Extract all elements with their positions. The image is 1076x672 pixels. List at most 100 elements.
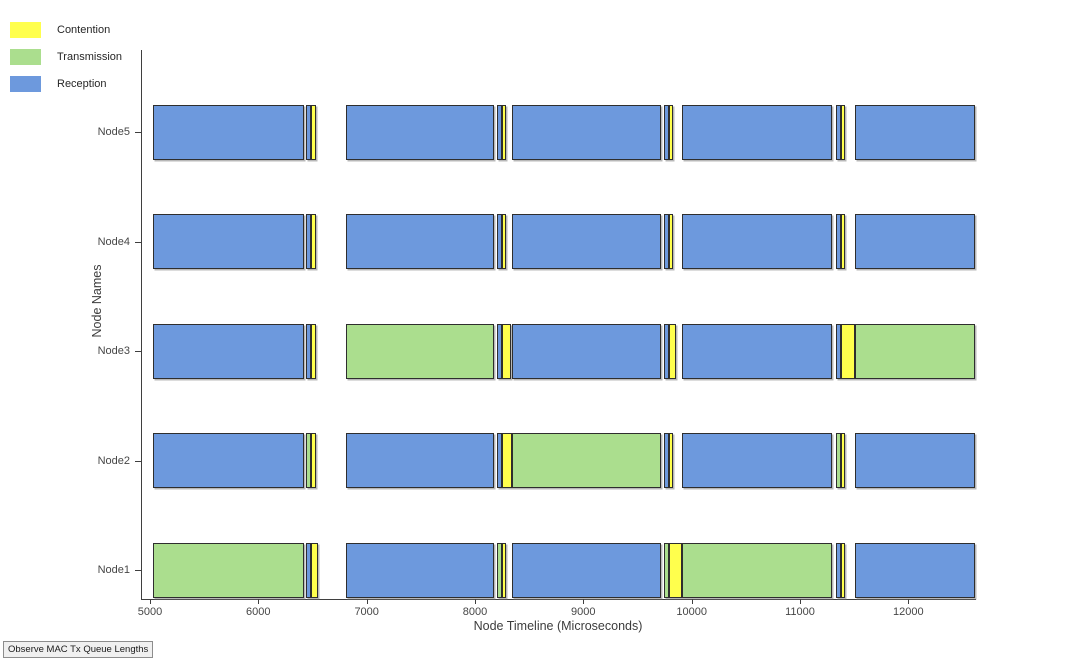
contention-bar [311, 542, 318, 598]
contention-bar [668, 542, 682, 598]
contention-bar [311, 104, 317, 160]
reception-bar [153, 214, 304, 269]
reception-bar [306, 323, 312, 379]
reception-bar [681, 214, 833, 269]
reception-bar [345, 433, 494, 488]
x-tick [150, 599, 151, 604]
contention-bar [311, 433, 317, 488]
contention-bar [311, 323, 317, 379]
contention-bar [502, 433, 512, 488]
reception-bar [835, 104, 842, 160]
x-tick [583, 599, 585, 604]
transmission-bar [855, 323, 975, 379]
reception-bar [855, 542, 975, 598]
contention-bar [311, 214, 317, 269]
y-tick-label: Node3 [97, 345, 130, 357]
contention-bar [841, 214, 845, 269]
reception-bar [306, 214, 312, 269]
legend-label-contention: Contention [57, 24, 111, 36]
reception-bar [511, 323, 662, 379]
reception-bar [345, 214, 494, 269]
y-tick [135, 570, 141, 571]
reception-bar [496, 214, 503, 269]
reception-bar [835, 323, 842, 379]
reception-bar [663, 433, 669, 488]
contention-bar [502, 323, 512, 379]
x-tick-label: 12000 [893, 606, 924, 618]
plot-area [141, 50, 976, 600]
y-tick-label: Node4 [97, 235, 130, 248]
reception-bar [496, 433, 503, 488]
contention-bar [668, 433, 674, 488]
x-tick [475, 599, 476, 604]
y-tick [135, 351, 141, 352]
legend-item-reception: Reception [10, 76, 122, 92]
reception-bar [855, 214, 975, 269]
x-tick [691, 599, 693, 604]
y-axis-label: Node Names [90, 264, 104, 338]
legend-label-reception: Reception [57, 78, 107, 90]
reception-bar [681, 104, 833, 160]
contention-bar [841, 104, 845, 160]
reception-bar [855, 433, 975, 488]
x-tick-label: 8000 [462, 606, 488, 618]
legend-item-transmission: Transmission [10, 49, 122, 65]
transmission-bar [835, 433, 842, 488]
transmission-bar [681, 542, 833, 598]
transmission-bar [663, 542, 669, 598]
transmission-swatch [10, 49, 41, 65]
x-tick [258, 599, 260, 604]
y-tick [135, 132, 141, 133]
reception-bar [511, 104, 662, 160]
reception-bar [496, 323, 503, 379]
contention-bar [502, 542, 506, 598]
reception-bar [835, 214, 842, 269]
reception-bar [306, 542, 312, 598]
contention-bar [841, 323, 856, 379]
contention-bar [841, 433, 845, 488]
contention-bar [668, 323, 676, 379]
contention-bar [502, 214, 506, 269]
x-tick-label: 11000 [785, 606, 815, 618]
observe-mac-tx-queue-lengths-button[interactable]: Observe MAC Tx Queue Lengths [3, 641, 154, 658]
transmission-bar [345, 323, 494, 379]
x-tick-label: 7000 [354, 606, 379, 618]
x-axis-label: Node Timeline (Microseconds) [473, 619, 643, 633]
transmission-bar [153, 542, 304, 598]
x-tick [908, 599, 910, 604]
reception-bar [663, 323, 669, 379]
contention-swatch [10, 22, 41, 38]
x-tick-label: 10000 [676, 606, 707, 618]
legend-item-contention: Contention [10, 22, 122, 38]
reception-bar [345, 104, 494, 160]
reception-bar [153, 433, 304, 488]
reception-bar [511, 542, 662, 598]
x-tick [366, 599, 368, 604]
transmission-bar [511, 433, 662, 488]
contention-bar [841, 542, 845, 598]
reception-bar [855, 104, 975, 160]
reception-bar [345, 542, 494, 598]
legend: Contention Transmission Reception [10, 22, 122, 103]
transmission-bar [306, 433, 312, 488]
reception-swatch [10, 76, 41, 92]
reception-bar [663, 214, 669, 269]
x-tick [800, 599, 801, 604]
reception-bar [663, 104, 669, 160]
legend-label-transmission: Transmission [57, 51, 122, 63]
y-tick [135, 241, 141, 243]
x-tick-label: 9000 [571, 606, 596, 618]
reception-bar [835, 542, 842, 598]
reception-bar [681, 323, 833, 379]
reception-bar [496, 104, 503, 160]
x-tick-label: 6000 [246, 606, 271, 618]
y-tick-label: Node5 [97, 126, 130, 138]
reception-bar [153, 104, 304, 160]
reception-bar [681, 433, 833, 488]
x-tick-label: 5000 [137, 606, 163, 618]
reception-bar [511, 214, 662, 269]
y-tick-label: Node2 [97, 454, 130, 467]
contention-bar [668, 104, 674, 160]
contention-bar [502, 104, 506, 160]
